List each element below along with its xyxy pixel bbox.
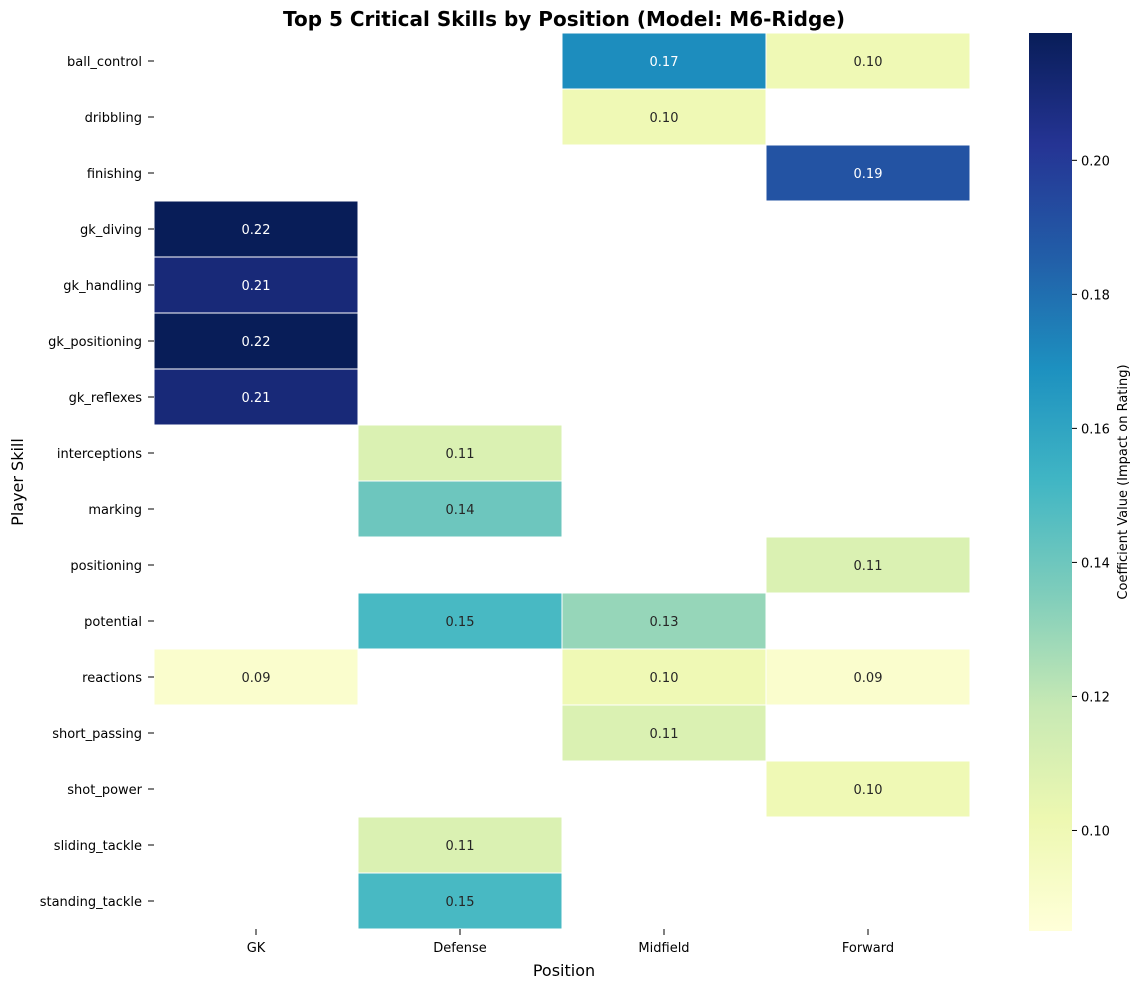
cell-value-label: 0.21	[242, 391, 271, 406]
heatmap-cell	[561, 648, 767, 706]
y-tick-label: gk_diving	[80, 223, 142, 238]
y-tick-label: interceptions	[57, 447, 142, 462]
cell-value-label: 0.22	[242, 335, 271, 350]
cell-value-label: 0.09	[242, 671, 271, 686]
colorbar-tick-label: 0.10	[1081, 824, 1110, 839]
x-axis-label: Position	[533, 961, 595, 980]
heatmap-cell	[357, 816, 563, 874]
y-tick-label: shot_power	[67, 783, 142, 798]
heatmap-cell	[561, 32, 767, 90]
heatmap-cell	[561, 704, 767, 762]
cell-value-labels: 0.17 0.10 0.10 0.19 0.22 0.21 0.22 0.21 0.11 0.14…	[242, 55, 883, 910]
heatmap-cell	[357, 592, 563, 650]
colorbar-tick-label: 0.12	[1081, 690, 1110, 705]
y-tick-label: gk_positioning	[48, 335, 142, 350]
cell-value-label: 0.14	[446, 503, 475, 518]
y-tick-label: marking	[88, 503, 142, 518]
cell-value-label: 0.10	[854, 783, 883, 798]
heatmap-cell	[153, 256, 359, 314]
chart-title: Top 5 Critical Skills by Position (Model…	[283, 7, 845, 31]
heatmap-cell	[765, 144, 971, 202]
y-axis: ball_control dribbling finishing gk_divingg…	[40, 55, 154, 910]
cell-value-label: 0.21	[242, 279, 271, 294]
colorbar-ticks: 0.10 0.12 0.14 0.16 0.18 0.20	[1072, 154, 1110, 839]
cell-value-label: 0.09	[854, 671, 883, 686]
colorbar-tick-label: 0.14	[1081, 556, 1110, 571]
cell-value-label: 0.11	[854, 559, 883, 574]
heatmap-cell	[153, 200, 359, 258]
cell-value-label: 0.10	[854, 55, 883, 70]
cell-value-label: 0.10	[650, 671, 679, 686]
cell-value-label: 0.11	[650, 727, 679, 742]
y-tick-label: potential	[84, 615, 142, 630]
y-tick-label: reactions	[82, 671, 142, 686]
x-tick-label: Midfield	[638, 941, 689, 956]
cell-value-label: 0.19	[854, 167, 883, 182]
colorbar-tick-label: 0.16	[1081, 422, 1110, 437]
cell-value-label: 0.17	[650, 55, 679, 70]
y-tick-label: positioning	[70, 559, 142, 574]
x-tick-label: Defense	[433, 941, 487, 956]
cell-value-label: 0.11	[446, 447, 475, 462]
y-tick-label: gk_handling	[63, 279, 142, 294]
cell-value-label: 0.13	[650, 615, 679, 630]
y-tick-label: sliding_tackle	[54, 839, 142, 854]
heatmap-cell	[765, 536, 971, 594]
heatmap-cell	[561, 88, 767, 146]
heatmap-cell	[561, 592, 767, 650]
y-tick-label: finishing	[87, 167, 142, 182]
heatmap-cell	[765, 760, 971, 818]
cell-value-label: 0.15	[446, 615, 475, 630]
x-tick-label: Forward	[842, 941, 894, 956]
colorbar	[1029, 33, 1072, 931]
y-tick-label: short_passing	[52, 727, 142, 742]
heatmap-cell	[765, 648, 971, 706]
y-tick-label: standing_tackle	[40, 895, 142, 910]
y-axis-label: Player Skill	[8, 438, 27, 526]
cell-value-label: 0.10	[650, 111, 679, 126]
y-tick-label: dribbling	[85, 111, 142, 126]
heatmap-cell	[765, 32, 971, 90]
cell-value-label: 0.15	[446, 895, 475, 910]
y-tick-label: ball_control	[67, 55, 142, 70]
heatmap-cell	[357, 872, 563, 930]
cell-value-label: 0.22	[242, 223, 271, 238]
heatmap-cell	[357, 480, 563, 538]
x-tick-label: GK	[247, 941, 266, 956]
colorbar-tick-label: 0.18	[1081, 288, 1110, 303]
x-axis: GK Defense Midfield Forward	[247, 929, 894, 956]
colorbar-tick-label: 0.20	[1081, 154, 1110, 169]
y-tick-label: gk_reflexes	[69, 391, 143, 406]
heatmap-cells	[153, 32, 971, 930]
cell-value-label: 0.11	[446, 839, 475, 854]
colorbar-label: Coefficient Value (Impact on Rating)	[1116, 364, 1131, 599]
heatmap-cell	[153, 648, 359, 706]
